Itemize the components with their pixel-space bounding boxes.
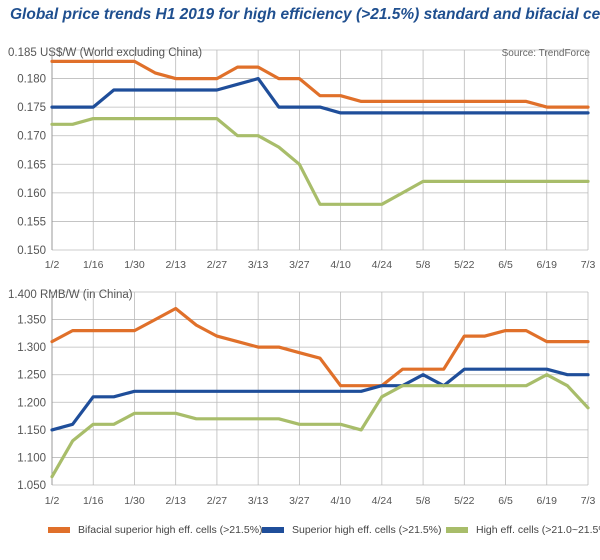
y-tick-label: 0.150 [17,245,46,257]
series-line [50,76,590,115]
x-tick-label: 5/8 [416,495,431,507]
x-tick-label: 5/22 [454,495,475,507]
y-tick-label: 1.100 [17,452,46,464]
x-tick-label: 5/8 [416,259,431,271]
x-tick-label: 2/27 [207,259,228,271]
y-tick-label: 0.165 [17,159,46,171]
x-tick-label: 6/5 [498,495,513,507]
x-tick-label: 4/10 [330,259,351,271]
x-tick-label: 1/30 [124,259,145,271]
x-tick-label: 6/5 [498,259,513,271]
x-tick-label: 7/3 [581,495,596,507]
legend-item-superior: Superior high eff. cells (>21.5%) [262,524,442,536]
source-note: Source: TrendForce [502,48,591,59]
y-tick-label: 1.350 [17,315,46,327]
y-axis-label: 1.400 RMB/W (in China) [8,289,133,301]
legend-swatch-bifacial [48,527,70,533]
y-tick-label: 0.175 [17,102,46,114]
x-tick-label: 1/30 [124,495,145,507]
x-tick-label: 2/13 [165,259,186,271]
x-tick-label: 2/13 [165,495,186,507]
x-tick-label: 6/19 [537,495,558,507]
series-line [50,306,590,388]
x-tick-label: 4/10 [330,495,351,507]
legend-item-high: High eff. cells (>21.0~21.5%) [446,524,600,536]
y-tick-label: 1.300 [17,342,46,354]
series-line [50,59,590,109]
x-tick-label: 3/13 [248,495,269,507]
x-tick-label: 1/16 [83,259,104,271]
legend-label-bifacial: Bifacial superior high eff. cells (>21.5… [78,524,263,536]
x-tick-label: 4/24 [372,259,393,271]
chart-title: Global price trends H1 2019 for high eff… [10,6,600,23]
y-tick-label: 0.155 [17,216,46,228]
legend-item-bifacial: Bifacial superior high eff. cells (>21.5… [48,524,263,536]
x-tick-label: 1/2 [45,495,60,507]
series-line [50,367,590,432]
legend-swatch-high [446,527,468,533]
series-line [50,373,590,479]
x-tick-label: 1/2 [45,259,60,271]
y-axis-label: 0.185 US$/W (World excluding China) [8,47,202,59]
x-tick-label: 3/27 [289,495,310,507]
x-tick-label: 3/13 [248,259,269,271]
x-tick-label: 2/27 [207,495,228,507]
legend-label-superior: Superior high eff. cells (>21.5%) [292,524,442,536]
x-tick-label: 4/24 [372,495,393,507]
x-tick-label: 7/3 [581,259,596,271]
x-tick-label: 6/19 [537,259,558,271]
chart-legend: Bifacial superior high eff. cells (>21.5… [0,520,600,546]
y-tick-label: 0.180 [17,74,46,86]
x-tick-label: 1/16 [83,495,104,507]
y-tick-label: 1.150 [17,425,46,437]
x-tick-label: 3/27 [289,259,310,271]
y-tick-label: 1.200 [17,397,46,409]
price-trend-charts: 0.150 0.155 0.160 0.165 0.170 0.175 0.180 0.185… [8,47,596,507]
y-tick-label: 0.160 [17,188,46,200]
legend-swatch-superior [262,527,284,533]
y-tick-label: 1.250 [17,370,46,382]
y-tick-label: 1.050 [17,480,46,492]
x-tick-label: 5/22 [454,259,475,271]
series-line [50,116,590,206]
y-tick-label: 0.170 [17,131,46,143]
legend-label-high: High eff. cells (>21.0~21.5%) [476,524,600,536]
